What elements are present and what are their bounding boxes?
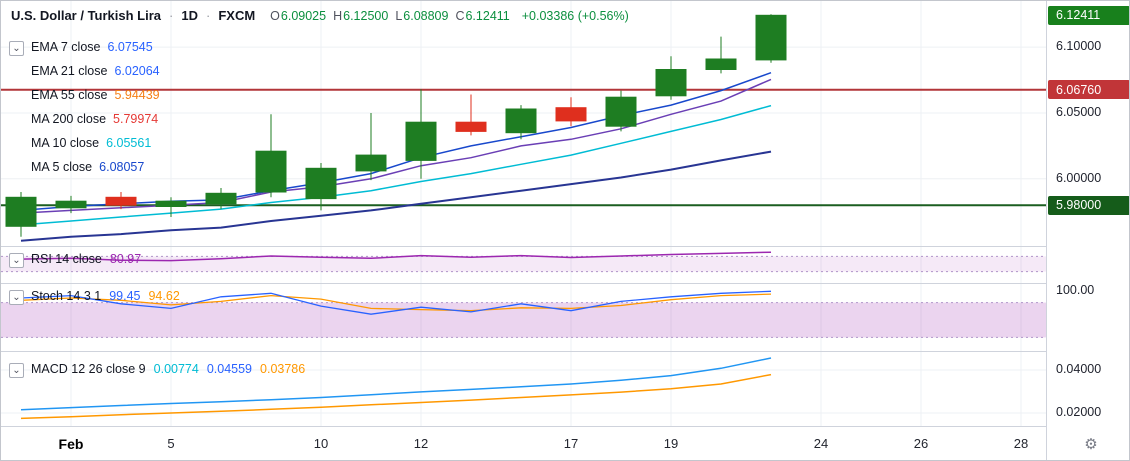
price-badge: 6.12411 bbox=[1048, 5, 1129, 25]
rsi-legend[interactable]: RSI 14 close 80.97 bbox=[31, 252, 143, 266]
indicator-legend: EMA 7 close 6.07545 EMA 21 close 6.02064 EMA… bbox=[31, 35, 160, 179]
chart-header: U.S. Dollar / Turkish Lira · 1D · FXCM O… bbox=[11, 8, 629, 23]
overlay-legend-row[interactable]: MA 5 close 6.08057 bbox=[31, 155, 160, 179]
separator-dot: · bbox=[169, 8, 174, 23]
interval-label[interactable]: 1D bbox=[181, 8, 198, 23]
x-axis-label: 28 bbox=[1013, 436, 1029, 451]
price-badge: 6.06760 bbox=[1048, 80, 1129, 100]
ohlc-value: 6.08809 bbox=[403, 9, 449, 23]
overlay-legend-value: 5.94439 bbox=[114, 88, 160, 102]
macd-label: MACD 12 26 close 9 bbox=[31, 362, 146, 376]
collapse-main-pane-button[interactable]: ⌄ bbox=[9, 41, 24, 56]
indicator-value: 99.45 bbox=[109, 289, 141, 303]
x-axis-label: 17 bbox=[563, 436, 579, 451]
y-axis-label: 0.04000 bbox=[1056, 362, 1102, 376]
overlay-legend-value: 6.07545 bbox=[107, 40, 153, 54]
indicator-value: 0.00774 bbox=[153, 362, 199, 376]
ohlc-key: H bbox=[333, 9, 343, 23]
ohlc-key: O bbox=[270, 9, 280, 23]
gear-icon[interactable]: ⚙ bbox=[1079, 432, 1103, 456]
time-axis[interactable]: Feb 5 10 12 17 19 24 26 28 bbox=[1, 427, 1046, 460]
pane-separator[interactable] bbox=[1, 283, 1129, 284]
pane-separator bbox=[1, 426, 1129, 427]
overlay-legend-label: MA 10 close bbox=[31, 136, 100, 150]
pane-separator[interactable] bbox=[1, 351, 1129, 352]
exchange-label: FXCM bbox=[218, 8, 256, 23]
price-badge: 5.98000 bbox=[1048, 195, 1129, 215]
ohlc-value: 6.12500 bbox=[343, 9, 389, 23]
indicator-value: 0.04559 bbox=[206, 362, 253, 376]
x-axis-label: 24 bbox=[813, 436, 829, 451]
x-axis-label: 19 bbox=[663, 436, 679, 451]
overlay-legend-label: EMA 7 close bbox=[31, 40, 101, 54]
ohlc-value: 6.09025 bbox=[280, 9, 327, 23]
overlay-legend-row[interactable]: MA 200 close 5.79974 bbox=[31, 107, 160, 131]
separator-dot: · bbox=[205, 8, 211, 23]
y-axis-label: 0.02000 bbox=[1056, 405, 1102, 419]
rsi-label: RSI 14 close bbox=[31, 252, 102, 266]
chart-plot-area[interactable] bbox=[1, 1, 1046, 426]
indicator-value: 80.97 bbox=[109, 252, 142, 266]
y-axis-label: 6.00000 bbox=[1056, 170, 1102, 185]
ohlc-values: O 6.09025 H 6.12500 L 6.08809 C 6.12411 bbox=[263, 9, 510, 23]
indicator-value: 94.62 bbox=[148, 289, 180, 303]
overlay-legend-row[interactable]: MA 10 close 6.05561 bbox=[31, 131, 160, 155]
x-axis-label: 12 bbox=[413, 436, 429, 451]
overlay-legend-value: 5.79974 bbox=[113, 112, 159, 126]
overlay-legend-label: MA 200 close bbox=[31, 112, 107, 126]
stoch-values: 99.45 94.62 bbox=[109, 289, 181, 303]
overlay-legend-row[interactable]: EMA 55 close 5.94439 bbox=[31, 83, 160, 107]
overlay-legend-row[interactable]: EMA 7 close 6.07545 bbox=[31, 35, 160, 59]
price-axis[interactable]: 6.10000 6.05000 6.00000 100.00 0.04000 0.0200… bbox=[1046, 1, 1129, 460]
x-axis-label: 26 bbox=[913, 436, 929, 451]
ohlc-key: L bbox=[395, 9, 403, 23]
ohlc-value: 6.12411 bbox=[465, 9, 510, 23]
y-axis-label: 6.05000 bbox=[1056, 104, 1102, 119]
macd-legend[interactable]: MACD 12 26 close 9 0.00774 0.04559 0.03786 bbox=[31, 362, 307, 376]
y-axis-label: 100.00 bbox=[1056, 283, 1095, 297]
x-axis-label: 5 bbox=[167, 436, 175, 451]
ohlc-key: C bbox=[455, 9, 465, 23]
macd-values: 0.00774 0.04559 0.03786 bbox=[154, 362, 307, 376]
overlay-legend-label: MA 5 close bbox=[31, 160, 93, 174]
x-axis-label: Feb bbox=[58, 436, 84, 452]
collapse-rsi-pane-button[interactable]: ⌄ bbox=[9, 253, 24, 268]
overlay-legend-label: EMA 55 close bbox=[31, 88, 108, 102]
overlay-legend-value: 6.02064 bbox=[114, 64, 160, 78]
rsi-values: 80.97 bbox=[110, 252, 142, 266]
overlay-legend-label: EMA 21 close bbox=[31, 64, 108, 78]
overlay-legend-value: 6.08057 bbox=[99, 160, 145, 174]
stoch-legend[interactable]: Stoch 14 3 1 99.45 94.62 bbox=[31, 289, 182, 303]
collapse-stoch-pane-button[interactable]: ⌄ bbox=[9, 290, 24, 305]
x-axis-label: 10 bbox=[313, 436, 329, 451]
overlay-legend-value: 6.05561 bbox=[106, 136, 152, 150]
collapse-macd-pane-button[interactable]: ⌄ bbox=[9, 363, 24, 378]
indicator-value: 0.03786 bbox=[260, 362, 306, 376]
symbol-title[interactable]: U.S. Dollar / Turkish Lira bbox=[11, 8, 162, 23]
stoch-label: Stoch 14 3 1 bbox=[31, 289, 102, 303]
overlay-legend-row[interactable]: EMA 21 close 6.02064 bbox=[31, 59, 160, 83]
pane-separator[interactable] bbox=[1, 246, 1129, 247]
change-value: +0.03386 (+0.56%) bbox=[521, 9, 629, 23]
y-axis-label: 6.10000 bbox=[1056, 39, 1102, 54]
